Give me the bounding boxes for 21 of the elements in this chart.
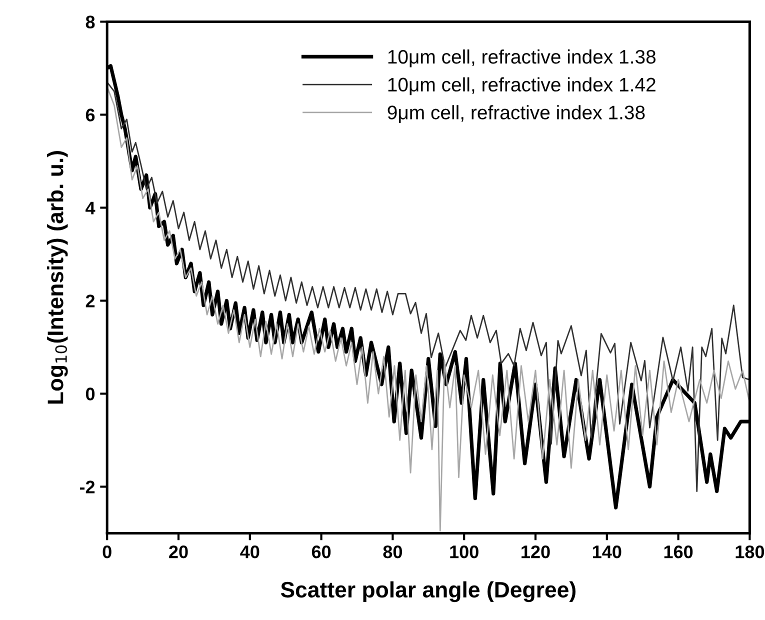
x-tick-label: 140: [592, 545, 622, 558]
x-tick-label: 120: [522, 545, 550, 558]
y-tick-label: -2: [80, 480, 95, 494]
legend-label: 10μm cell, refractive index 1.42: [388, 77, 656, 96]
y-axis-title: Log$_{10}$(Intensity) (arb. u.): [47, 151, 68, 404]
x-tick-label: 160: [664, 545, 693, 558]
x-tick-label: 0: [102, 545, 112, 558]
x-tick-label: 40: [240, 545, 260, 558]
y-tick-label: 8: [86, 16, 95, 28]
y-tick-label: 4: [86, 202, 96, 214]
x-tick-label: 60: [312, 545, 331, 558]
y-tick-label: 0: [86, 388, 95, 400]
legend-label: 10μm cell, refractive index 1.38: [388, 49, 656, 68]
x-tick-label: 100: [450, 545, 478, 558]
x-tick-label: 20: [169, 545, 188, 558]
x-tick-label: 80: [383, 545, 402, 558]
y-tick-label: 2: [86, 294, 95, 308]
x-tick-label: 180: [736, 545, 764, 558]
y-tick-label: 6: [86, 108, 95, 122]
legend-label: 9μm cell, refractive index 1.38: [388, 105, 645, 123]
x-axis-title: Scatter polar angle (Degree): [280, 581, 576, 602]
